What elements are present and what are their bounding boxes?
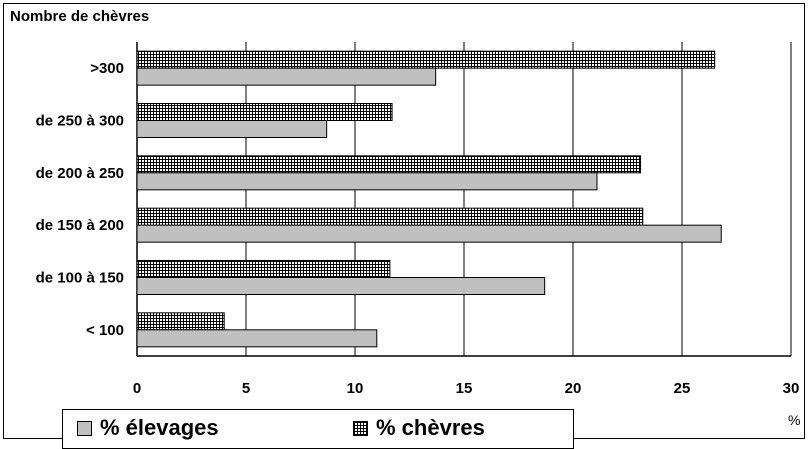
bar-elevages-2 [136,224,722,243]
x-tick-label-1: 5 [242,380,250,397]
legend-label-elevages: % élevages [100,415,219,440]
x-tick-label-6: 30 [783,380,800,397]
y-category-label-4: de 250 à 300 [36,113,124,130]
legend-item-elevages: % élevages [77,417,219,439]
y-category-label-0: < 100 [86,322,124,339]
bar-chevres-4 [136,103,393,121]
bar-elevages-5 [136,67,437,86]
x-tick-label-5: 25 [674,380,691,397]
legend-item-chevres: % chèvres [353,417,485,439]
x-axis-unit: % [788,412,801,428]
y-category-label-5: >300 [90,60,124,77]
bar-chevres-1 [136,260,391,278]
bar-chevres-5 [136,50,716,69]
bar-elevages-4 [136,120,328,138]
bar-elevages-1 [136,277,546,295]
y-category-label-3: de 200 à 250 [36,165,124,182]
bar-elevages-3 [136,172,598,191]
bar-chevres-0 [136,312,225,331]
legend-swatch-chevres [353,420,368,436]
legend: % élevages % chèvres [62,409,574,449]
x-tick-label-4: 20 [565,380,582,397]
y-axis-title: Nombre de chèvres [10,8,150,25]
legend-label-chevres: % chèvres [376,415,485,440]
x-tick-label-2: 10 [347,380,364,397]
bar-chevres-2 [136,207,644,226]
x-tick-label-0: 0 [133,380,141,397]
legend-swatch-elevages [77,420,92,436]
bar-elevages-0 [136,329,378,348]
bar-chevres-3 [136,155,642,174]
y-category-label-1: de 100 à 150 [36,270,124,287]
x-tick-label-3: 15 [456,380,473,397]
y-category-label-2: de 150 à 200 [36,217,124,234]
